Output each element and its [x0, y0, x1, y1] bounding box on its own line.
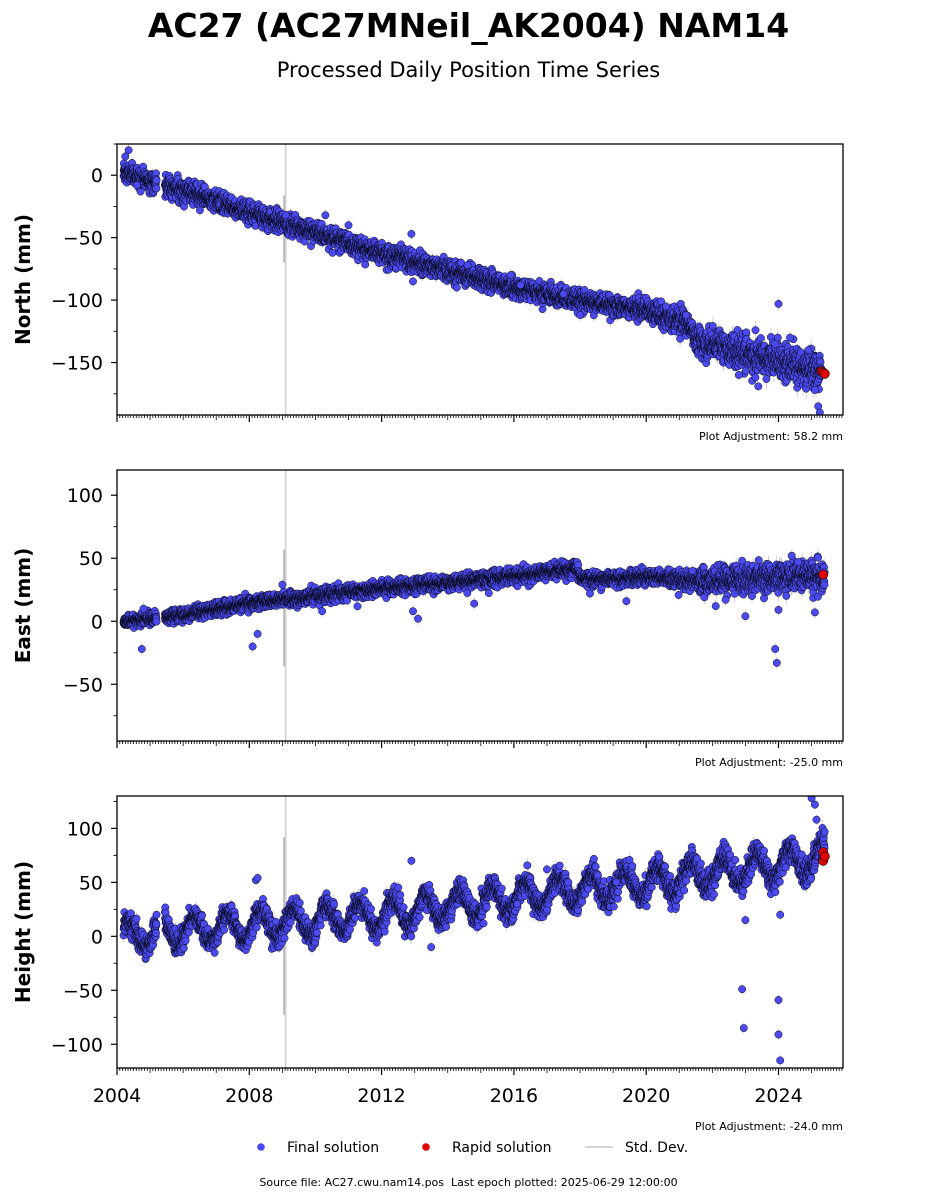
- final-point: [328, 248, 337, 257]
- data-layer-north: [119, 144, 830, 415]
- final-point: [361, 260, 370, 269]
- final-points-north: [119, 146, 826, 415]
- final-point: [195, 206, 204, 215]
- page-subtitle: Processed Daily Position Time Series: [276, 58, 661, 82]
- final-point: [152, 184, 161, 193]
- final-point: [152, 176, 161, 185]
- final-point: [452, 283, 461, 292]
- page-title: AC27 (AC27MNeil_AK2004) NAM14: [147, 6, 790, 45]
